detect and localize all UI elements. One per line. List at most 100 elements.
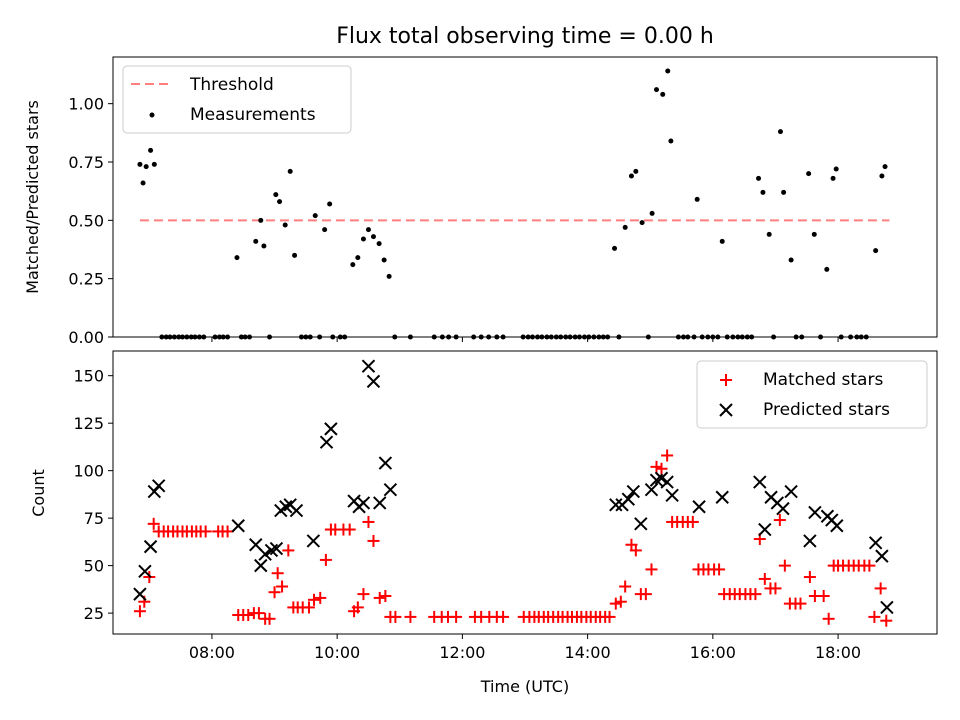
measurement-point	[143, 164, 149, 170]
predicted-legend-label: Predicted stars	[763, 400, 890, 420]
y-tick-label: 0.50	[68, 211, 104, 230]
count-legend: Matched stars Predicted stars	[696, 360, 928, 429]
matched-stars-point	[389, 610, 402, 623]
measurement-point	[882, 164, 888, 170]
predicted-stars-point	[231, 519, 245, 533]
matched-stars-point	[302, 601, 315, 614]
measurement-point	[273, 192, 279, 198]
predicted-stars-point	[875, 549, 889, 563]
measurement-point	[660, 91, 666, 97]
measurement-point	[665, 68, 671, 74]
predicted-stars-point	[644, 482, 659, 497]
predicted-stars-point	[753, 475, 767, 489]
predicted-stars-point	[660, 475, 674, 489]
y-tick-label: 50	[84, 557, 104, 576]
y-tick-label: 0.00	[68, 328, 104, 347]
predicted-stars-point	[289, 503, 304, 518]
matched-stars-point	[379, 590, 392, 603]
matched-stars-point	[271, 567, 284, 580]
measurement-point	[628, 173, 634, 179]
ratio-legend-box	[122, 65, 352, 134]
matched-stars-point	[404, 610, 417, 623]
count-panel: 25 50 75 100 125 150 08:00 10:00 12:00 14:00 16:0…	[29, 350, 938, 696]
matched-stars-point	[650, 460, 663, 473]
predicted-stars-point	[692, 500, 706, 514]
matched-stars-point	[314, 591, 327, 604]
matched-stars-point	[276, 580, 289, 593]
measurement-point	[355, 255, 361, 261]
matched-stars-point	[242, 609, 255, 622]
matched-stars-point	[343, 523, 356, 536]
matched-stars-point	[863, 559, 876, 572]
predicted-stars-point	[152, 479, 166, 493]
predicted-stars-point	[254, 558, 268, 573]
measurement-point	[386, 273, 392, 279]
x-tick-label: 18:00	[815, 643, 861, 662]
y-tick-label: 125	[73, 414, 104, 433]
matched-stars-point	[147, 517, 160, 530]
x-tick-label: 08:00	[189, 643, 235, 662]
predicted-stars-point	[383, 482, 398, 497]
predicted-stars-point	[621, 492, 636, 506]
measurements-legend-label: Measurements	[190, 105, 316, 125]
predicted-stars-point	[319, 435, 334, 449]
predicted-stars-point	[626, 484, 641, 499]
measurement-point	[653, 87, 659, 93]
measurement-point	[253, 238, 259, 244]
count-x-axis: 08:00 10:00 12:00 14:00 16:00 18:00	[189, 634, 861, 662]
measurement-point	[879, 173, 885, 179]
matched-stars-point	[351, 601, 364, 614]
matched-stars-point	[268, 586, 281, 599]
measurements-legend-swatch	[149, 112, 155, 118]
measurement-point	[148, 147, 154, 153]
measurement-point	[234, 255, 240, 261]
count-y-axis-label: Count	[29, 469, 48, 517]
measurement-point	[694, 196, 700, 202]
threshold-legend-label: Threshold	[189, 75, 274, 95]
measurement-point	[719, 238, 725, 244]
predicted-stars-point	[279, 500, 293, 514]
predicted-legend-swatch	[719, 403, 733, 417]
measurement-point	[806, 171, 812, 177]
matched-stars-point	[450, 610, 463, 623]
measurement-point	[140, 180, 146, 186]
matched-stars-point	[133, 605, 146, 618]
measurement-point	[137, 161, 143, 167]
measurement-point	[381, 257, 387, 263]
matched-stars-point	[661, 449, 674, 462]
predicted-stars-point	[830, 519, 844, 533]
matched-stars-point	[803, 571, 816, 584]
ratio-panel: Flux total observing time = 0.00 h 0.00 0…	[23, 24, 938, 347]
matched-stars-point	[497, 610, 510, 623]
predicted-stars-point	[715, 490, 729, 504]
y-tick-label: 1.00	[68, 95, 104, 114]
matched-stars-point	[263, 612, 276, 625]
ratio-axes-frame	[112, 56, 938, 338]
matched-stars-point	[199, 525, 212, 538]
matched-stars-point	[221, 525, 234, 538]
predicted-stars-point	[138, 564, 152, 579]
predicted-stars-point	[868, 536, 883, 550]
x-axis-label: Time (UTC)	[480, 677, 569, 696]
measurement-point	[633, 168, 639, 174]
matched-stars-point	[769, 582, 782, 595]
x-tick-label: 14:00	[565, 643, 611, 662]
predicted-stars-point	[803, 534, 817, 548]
chart-title: Flux total observing time = 0.00 h	[336, 24, 714, 49]
measurement-point	[873, 248, 879, 254]
ratio-legend: Threshold Measurements	[122, 65, 352, 134]
matched-stars-point	[868, 610, 881, 623]
measurement-point	[370, 234, 376, 240]
matched-legend-label: Matched stars	[763, 370, 883, 390]
predicted-stars-point	[378, 456, 393, 470]
measurement-point	[788, 257, 794, 263]
count-axes-frame	[112, 350, 938, 635]
ratio-x-axis	[211, 337, 839, 342]
predicted-stars-point	[269, 541, 284, 556]
predicted-stars-point	[324, 422, 338, 436]
predicted-stars-point	[361, 359, 376, 373]
ratio-y-axis-label: Matched/Predicted stars	[23, 100, 42, 294]
matched-stars-point	[874, 582, 887, 595]
measurement-point	[668, 138, 674, 144]
predicted-stars-point	[758, 522, 772, 537]
